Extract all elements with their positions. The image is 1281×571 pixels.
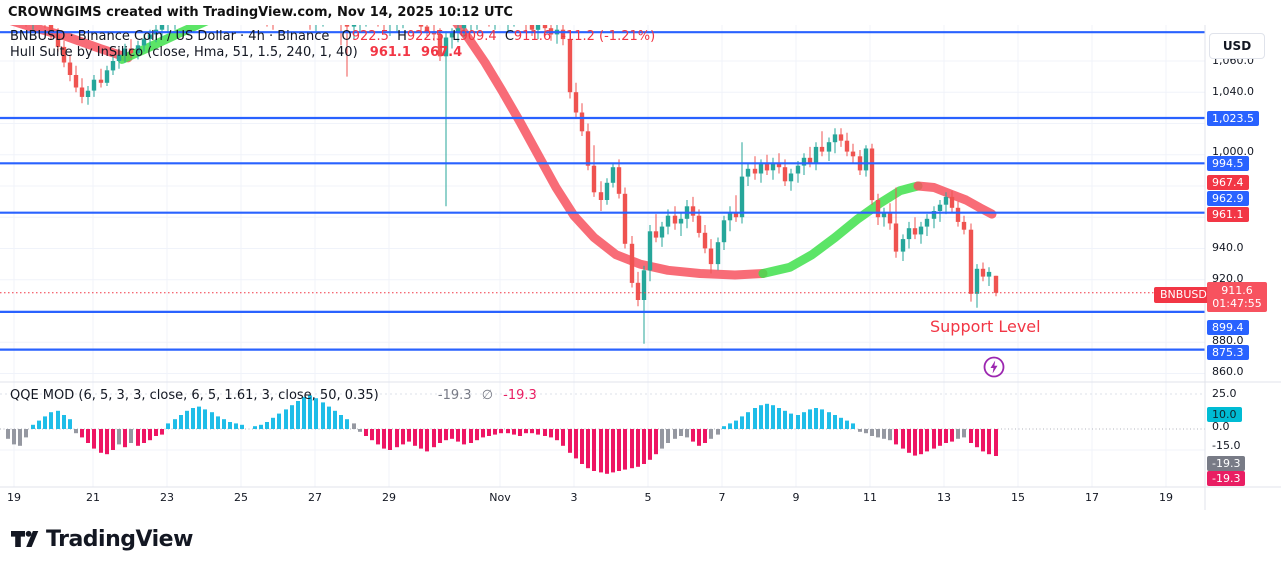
tradingview-logo-text: TradingView (46, 527, 193, 552)
hull-suite-header[interactable]: Hull Suite by InSilico (close, Hma, 51, … (10, 45, 462, 60)
flash-boost-icon[interactable] (982, 355, 1006, 383)
qqe-hist-value: -19.3 (437, 388, 472, 403)
time-axis-label: 7 (718, 491, 726, 504)
symbol-header[interactable]: BNBUSD · Binance Coin / US Dollar · 4h ·… (10, 29, 655, 44)
hull-suite-title: Hull Suite by InSilico (close, Hma, 51, … (10, 45, 358, 60)
time-axis-label: 15 (1011, 491, 1025, 504)
ohlc-open-label: O (341, 29, 352, 44)
time-axis-label: 11 (863, 491, 877, 504)
current-price-label: 911.6 01:47:55 (1207, 282, 1267, 312)
time-axis-label: 5 (644, 491, 652, 504)
qqe-axis-label: 25.0 (1212, 387, 1237, 400)
qqe-value-label: 10.0 (1207, 407, 1242, 422)
time-axis-label: 25 (234, 491, 248, 504)
time-axis-label: 19 (7, 491, 21, 504)
time-axis-label: Nov (489, 491, 511, 504)
change-value: -11.2 (-1.21%) (561, 29, 656, 44)
time-axis-label: 29 (382, 491, 396, 504)
level-price-label: 1,023.5 (1207, 111, 1259, 126)
ohlc-close-value: 911.6 (513, 29, 552, 44)
qqe-histogram (0, 395, 1205, 474)
qqe-mod-title: QQE MOD (6, 5, 3, 3, close, 6, 5, 1.61, … (10, 388, 379, 403)
currency-toggle-button[interactable]: USD (1209, 33, 1265, 59)
time-axis-label: 9 (792, 491, 800, 504)
qqe-axis-label: -15.0 (1212, 439, 1241, 452)
ohlc-high-value: 922.5 (406, 29, 445, 44)
price-axis-label: 920.0 (1212, 272, 1244, 285)
hull-value-2: 967.4 (421, 45, 463, 60)
time-axis-label: 13 (937, 491, 951, 504)
ohlc-low-label: L (452, 29, 460, 44)
support-level-annotation[interactable]: Support Level (930, 317, 1041, 336)
support-resistance-lines[interactable] (0, 31, 1205, 351)
average-icon: ∅ (481, 388, 494, 403)
time-axis-label: 21 (86, 491, 100, 504)
candlestick-series (25, 25, 999, 344)
time-axis-label: 19 (1159, 491, 1173, 504)
qqe-axis-label: 0.0 (1212, 420, 1230, 433)
time-axis-label: 27 (308, 491, 322, 504)
ohlc-close-label: C (504, 29, 514, 44)
qqe-value-label: -19.3 (1207, 456, 1246, 471)
level-price-label: 875.3 (1207, 345, 1249, 360)
price-line-symbol-tag: BNBUSD (1154, 287, 1213, 303)
time-axis-label: 17 (1085, 491, 1099, 504)
price-axis-label: 880.0 (1212, 334, 1244, 347)
time-axis-label: 23 (160, 491, 174, 504)
pane-separators[interactable] (0, 25, 1281, 510)
time-axis[interactable]: 19 21 23 25 27 29 Nov 3 5 7 9 11 13 15 17 19 (0, 487, 1205, 510)
hull-value-1: 961.1 (369, 45, 411, 60)
level-price-label: 899.4 (1207, 320, 1249, 335)
price-axis-label: 1,040.0 (1212, 85, 1254, 98)
watermark-text: CROWNGIMS created with TradingView.com, … (8, 5, 513, 20)
hull-price-label: 967.4 (1207, 175, 1249, 190)
time-axis-label: 3 (570, 491, 578, 504)
ohlc-low-value: 909.4 (459, 29, 497, 44)
ohlc-high-label: H (397, 29, 407, 44)
qqe-line-value: -19.3 (503, 388, 537, 403)
price-axis-label: 860.0 (1212, 365, 1244, 378)
price-axis-label: 1,000.0 (1212, 145, 1254, 158)
countdown-timer: 01:47:55 (1212, 297, 1262, 310)
price-axis[interactable]: 1,060.0 1,040.0 1,000.0 940.0 920.0 880.0 860.… (1205, 0, 1281, 510)
hull-suite-ribbon (9, 25, 997, 280)
symbol-title: BNBUSD · Binance Coin / US Dollar · 4h ·… (10, 29, 330, 44)
tradingview-logo-icon (11, 530, 39, 547)
tradingview-logo[interactable]: TradingView (10, 527, 193, 552)
price-axis-label: 940.0 (1212, 241, 1244, 254)
level-price-label: 962.9 (1207, 191, 1249, 206)
ohlc-open-value: 922.5 (351, 29, 389, 44)
qqe-mod-header[interactable]: QQE MOD (6, 5, 3, 3, close, 6, 5, 1.61, … (10, 388, 537, 403)
hull-price-label: 961.1 (1207, 207, 1249, 222)
level-price-label: 994.5 (1207, 156, 1249, 171)
qqe-value-label: -19.3 (1207, 471, 1246, 486)
current-price-value: 911.6 (1221, 284, 1253, 297)
